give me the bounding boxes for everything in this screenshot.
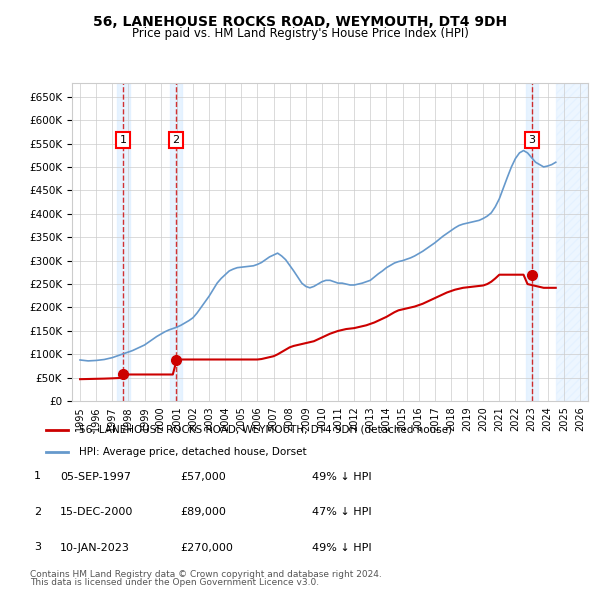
Text: 56, LANEHOUSE ROCKS ROAD, WEYMOUTH, DT4 9DH (detached house): 56, LANEHOUSE ROCKS ROAD, WEYMOUTH, DT4 … [79,425,452,435]
Text: Contains HM Land Registry data © Crown copyright and database right 2024.: Contains HM Land Registry data © Crown c… [30,571,382,579]
Text: HPI: Average price, detached house, Dorset: HPI: Average price, detached house, Dors… [79,447,306,457]
Text: 3: 3 [529,135,536,145]
Text: 10-JAN-2023: 10-JAN-2023 [60,543,130,552]
Text: 49% ↓ HPI: 49% ↓ HPI [312,472,371,481]
Bar [556,83,588,401]
Text: 15-DEC-2000: 15-DEC-2000 [60,507,133,517]
Bar [116,83,130,401]
Text: 2: 2 [172,135,179,145]
Text: 49% ↓ HPI: 49% ↓ HPI [312,543,371,552]
Text: This data is licensed under the Open Government Licence v3.0.: This data is licensed under the Open Gov… [30,578,319,587]
Text: £57,000: £57,000 [180,472,226,481]
Bar [526,83,538,401]
Text: 2: 2 [34,507,41,517]
Text: 56, LANEHOUSE ROCKS ROAD, WEYMOUTH, DT4 9DH: 56, LANEHOUSE ROCKS ROAD, WEYMOUTH, DT4 … [93,15,507,29]
Text: 3: 3 [34,542,41,552]
Text: Price paid vs. HM Land Registry's House Price Index (HPI): Price paid vs. HM Land Registry's House … [131,27,469,40]
Text: 05-SEP-1997: 05-SEP-1997 [60,472,131,481]
Text: £89,000: £89,000 [180,507,226,517]
Text: 47% ↓ HPI: 47% ↓ HPI [312,507,371,517]
Text: 1: 1 [119,135,127,145]
Text: £270,000: £270,000 [180,543,233,552]
Bar [170,83,182,401]
Text: 1: 1 [34,471,41,481]
